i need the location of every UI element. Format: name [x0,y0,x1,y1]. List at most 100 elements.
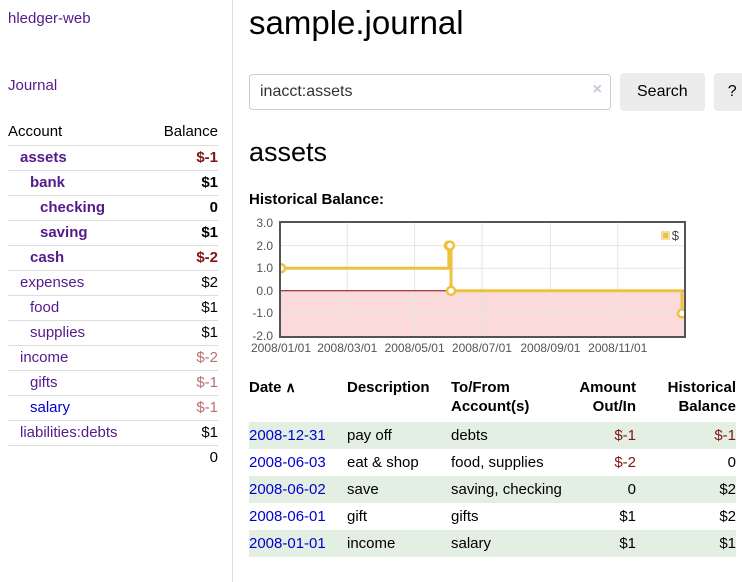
accounts-total-balance: 0 [148,445,218,469]
register-row: 2008-06-03 eat & shop food, supplies $-2 0 [249,449,736,476]
transaction-accounts: food, supplies [451,454,544,471]
sidebar-account-link[interactable]: income [20,349,69,366]
y-tick-label: -1.0 [252,306,273,321]
x-tick-label: 2008/09/01 [520,341,581,355]
account-balance: $-1 [148,145,218,171]
account-balance: $2 [148,270,218,296]
transaction-date-link[interactable]: 2008-06-03 [249,454,326,471]
transaction-balance: $2 [719,508,736,525]
accounts-total-row: 0 [8,445,218,469]
transaction-description: pay off [347,427,392,444]
register-row: 2008-12-31 pay off debts $-1 $-1 [249,422,736,449]
accounts-header-account: Account [8,121,149,146]
legend-swatch-icon [660,231,670,240]
transaction-date-link[interactable]: 2008-06-02 [249,481,326,498]
transaction-accounts: debts [451,427,488,444]
sidebar-account-link[interactable]: liabilities:debts [20,424,118,441]
register-header-row: Date ∧ Description To/From Account(s) Amo… [249,376,736,422]
legend-label: $ [671,228,679,243]
transaction-accounts: gifts [451,508,479,525]
account-row: bank $1 [8,170,218,196]
transaction-amount: 0 [627,481,636,498]
account-row: gifts $-1 [8,370,218,396]
sidebar-account-link[interactable]: cash [30,249,65,266]
register-row: 2008-01-01 income salary $1 $1 [249,530,736,557]
sidebar-account-link[interactable]: supplies [30,324,86,341]
account-row: expenses $2 [8,270,218,296]
transaction-date-link[interactable]: 2008-12-31 [249,427,326,444]
account-row: assets $-1 [8,145,218,171]
transaction-accounts: salary [451,535,492,552]
sidebar-nav: Journal [8,77,218,94]
app-title-link[interactable]: hledger-web [8,10,91,27]
register-header-amount: Amount Out/In [579,379,636,415]
x-tick-label: 2008/05/01 [384,341,445,355]
register-row: 2008-06-02 save saving, checking 0 $2 [249,476,736,503]
account-balance: 0 [148,195,218,221]
account-balance: $1 [148,295,218,321]
search-input[interactable] [249,74,611,110]
accounts-table: Account Balance assets $-1 bank $1 checking 0… [8,121,218,469]
account-row: cash $-2 [8,245,218,271]
transaction-description: gift [347,508,368,525]
account-row: income $-2 [8,345,218,371]
account-balance: $-1 [148,395,218,421]
y-tick-label: 1.0 [256,261,273,276]
sidebar-account-link[interactable]: food [30,299,60,316]
sidebar-account-link[interactable]: bank [30,174,66,191]
main-content: sample.journal × Search ? assets Histori… [233,0,742,582]
y-tick-label: -2.0 [252,329,273,343]
search-box: × [249,74,611,110]
y-tick-label: 2.0 [256,238,273,253]
x-tick-label: 2008/07/01 [451,341,512,355]
register-table: Date ∧ Description To/From Account(s) Amo… [249,376,736,557]
transaction-amount: $-2 [614,454,636,471]
register-row: 2008-06-01 gift gifts $1 $2 [249,503,736,530]
account-row: liabilities:debts $1 [8,420,218,446]
help-button[interactable]: ? [713,73,742,111]
sidebar-account-link[interactable]: gifts [30,374,58,391]
account-balance: $1 [148,170,218,196]
transaction-balance: 0 [727,454,736,471]
x-tick-label: 2008/11/01 [588,341,648,355]
chart-y-axis-labels: 3.0 2.0 1.0 0.0 -1.0 -2.0 [247,216,275,343]
sidebar-item-journal[interactable]: Journal [8,77,58,94]
account-balance: $-2 [148,245,218,271]
page-title: sample.journal [249,4,464,41]
transaction-description: save [347,481,379,498]
sort-ascending-icon: ∧ [285,379,296,395]
sidebar-account-link[interactable]: expenses [20,274,85,291]
sidebar-account-link[interactable]: salary [30,399,71,416]
sidebar: hledger-web Journal Account Balance asse… [0,0,233,582]
chart-x-axis-labels: 2008/01/01 2008/03/01 2008/05/01 2008/07/01… [251,338,684,355]
clear-search-icon[interactable]: × [592,81,602,98]
register-header-accounts: To/From Account(s) [451,379,530,415]
balance-chart: 3.0 2.0 1.0 0.0 -1.0 -2.0 $ 2008/01/01 2008/03… [251,216,686,355]
sidebar-account-link[interactable]: saving [40,224,88,241]
transaction-date-link[interactable]: 2008-01-01 [249,535,326,552]
transaction-amount: $-1 [614,427,636,444]
transaction-balance: $1 [719,535,736,552]
chart-plot-area[interactable]: $ [279,221,686,338]
x-tick-label: 2008/01/01 [250,341,312,355]
search-button[interactable]: Search [620,73,705,111]
account-row: checking 0 [8,195,218,221]
register-header-description: Description [347,379,430,396]
y-tick-label: 3.0 [256,216,273,230]
account-balance: $1 [148,420,218,446]
chart-legend: $ [659,227,680,244]
transaction-description: eat & shop [347,454,419,471]
transaction-accounts: saving, checking [451,481,562,498]
chart-title: Historical Balance: [249,191,385,208]
sidebar-account-link[interactable]: assets [20,149,67,166]
sidebar-account-link[interactable]: checking [40,199,106,216]
account-balance: $-2 [148,345,218,371]
transaction-date-link[interactable]: 2008-06-01 [249,508,326,525]
register-header-date[interactable]: Date ∧ [249,379,296,396]
accounts-header-balance: Balance [148,121,218,146]
transaction-balance: $2 [719,481,736,498]
account-balance: $1 [148,220,218,246]
transaction-balance: $-1 [714,427,736,444]
account-balance: $-1 [148,370,218,396]
account-balance: $1 [148,320,218,346]
